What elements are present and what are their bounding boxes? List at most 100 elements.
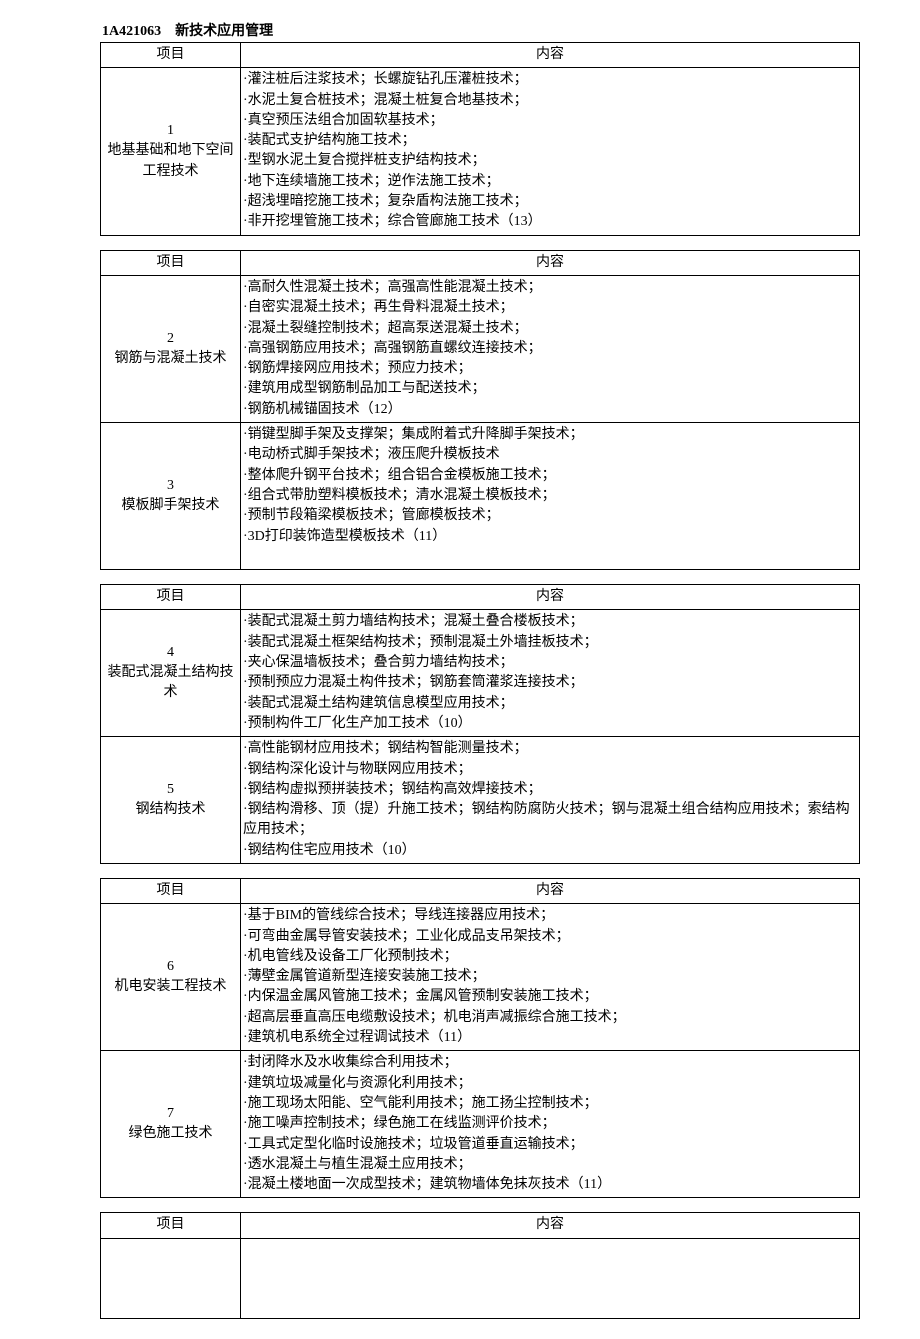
content-line: ·装配式混凝土结构建筑信息模型应用技术；: [243, 694, 855, 714]
content-line: ·施工现场太阳能、空气能利用技术；施工扬尘控制技术；: [243, 1094, 855, 1114]
project-cell: 7绿色施工技术: [101, 1051, 241, 1198]
project-number: 6: [105, 957, 236, 977]
table-row: 4装配式混凝土结构技术·装配式混凝土剪力墙结构技术；混凝土叠合楼板技术；·装配式…: [101, 610, 860, 737]
content-line: ·机电管线及设备工厂化预制技术；: [243, 947, 855, 967]
content-line: ·组合式带肋塑料模板技术；清水混凝土模板技术；: [243, 486, 855, 506]
content-line: ·钢筋焊接网应用技术；预应力技术；: [243, 359, 855, 379]
col-header-project: 项目: [101, 585, 241, 610]
col-header-project: 项目: [101, 250, 241, 275]
content-line: ·高强钢筋应用技术；高强钢筋直螺纹连接技术；: [243, 339, 855, 359]
project-cell: 2钢筋与混凝土技术: [101, 275, 241, 422]
content-line: ·建筑垃圾减量化与资源化利用技术；: [243, 1074, 855, 1094]
project-name: 绿色施工技术: [105, 1124, 236, 1144]
content-cell: ·基于BIM的管线综合技术；导线连接器应用技术；·可弯曲金属导管安装技术；工业化…: [241, 904, 860, 1051]
section-title: 1A421063 新技术应用管理: [100, 20, 860, 40]
content-line: ·水泥土复合桩技术；混凝土桩复合地基技术；: [243, 91, 855, 111]
content-line: ·预制预应力混凝土构件技术；钢筋套筒灌浆连接技术；: [243, 673, 855, 693]
table-row: 6机电安装工程技术·基于BIM的管线综合技术；导线连接器应用技术；·可弯曲金属导…: [101, 904, 860, 1051]
col-header-content: 内容: [241, 1213, 860, 1238]
content-line: ·预制构件工厂化生产加工技术（10）: [243, 714, 855, 734]
content-line: ·整体爬升钢平台技术；组合铝合金模板施工技术；: [243, 466, 855, 486]
content-line: ·钢筋机械锚固技术（12）: [243, 400, 855, 420]
project-number: 3: [105, 476, 236, 496]
project-number: 4: [105, 643, 236, 663]
table-row: 7绿色施工技术·封闭降水及水收集综合利用技术；·建筑垃圾减量化与资源化利用技术；…: [101, 1051, 860, 1198]
content-line: ·工具式定型化临时设施技术；垃圾管道垂直运输技术；: [243, 1135, 855, 1155]
content-line: ·建筑机电系统全过程调试技术（11）: [243, 1028, 855, 1048]
content-line: ·混凝土裂缝控制技术；超高泵送混凝土技术；: [243, 319, 855, 339]
data-table: 项目内容4装配式混凝土结构技术·装配式混凝土剪力墙结构技术；混凝土叠合楼板技术；…: [100, 584, 860, 864]
content-line: ·销键型脚手架及支撑架；集成附着式升降脚手架技术；: [243, 425, 855, 445]
project-cell: [101, 1238, 241, 1318]
content-line: ·混凝土楼地面一次成型技术；建筑物墙体免抹灰技术（11）: [243, 1175, 855, 1195]
project-name: 模板脚手架技术: [105, 496, 236, 516]
content-line: ·钢结构深化设计与物联网应用技术；: [243, 760, 855, 780]
content-line: ·高性能钢材应用技术；钢结构智能测量技术；: [243, 739, 855, 759]
content-line: ·装配式支护结构施工技术；: [243, 131, 855, 151]
project-cell: 1地基基础和地下空间工程技术: [101, 68, 241, 235]
project-number: 2: [105, 329, 236, 349]
table-row: [101, 1238, 860, 1318]
content-line: ·地下连续墙施工技术；逆作法施工技术；: [243, 172, 855, 192]
content-line: ·超高层垂直高压电缆敷设技术；机电消声减振综合施工技术；: [243, 1008, 855, 1028]
content-cell: [241, 1238, 860, 1318]
table-row: 2钢筋与混凝土技术·高耐久性混凝土技术；高强高性能混凝土技术；·自密实混凝土技术…: [101, 275, 860, 422]
data-table: 项目内容6机电安装工程技术·基于BIM的管线综合技术；导线连接器应用技术；·可弯…: [100, 878, 860, 1198]
content-line: ·建筑用成型钢筋制品加工与配送技术；: [243, 379, 855, 399]
content-line: ·封闭降水及水收集综合利用技术；: [243, 1053, 855, 1073]
project-name: 装配式混凝土结构技术: [105, 663, 236, 704]
content-line: ·钢结构住宅应用技术（10）: [243, 841, 855, 861]
project-name: 钢结构技术: [105, 800, 236, 820]
project-number: 1: [105, 121, 236, 141]
project-name: 钢筋与混凝土技术: [105, 349, 236, 369]
col-header-content: 内容: [241, 878, 860, 903]
content-line: ·非开挖埋管施工技术；综合管廊施工技术（13）: [243, 212, 855, 232]
content-cell: ·销键型脚手架及支撑架；集成附着式升降脚手架技术；·电动桥式脚手架技术；液压爬升…: [241, 423, 860, 570]
project-cell: 6机电安装工程技术: [101, 904, 241, 1051]
content-line: ·钢结构虚拟预拼装技术；钢结构高效焊接技术；: [243, 780, 855, 800]
table-row: 5钢结构技术·高性能钢材应用技术；钢结构智能测量技术；·钢结构深化设计与物联网应…: [101, 737, 860, 864]
content-line: [243, 547, 855, 567]
content-cell: ·灌注桩后注浆技术；长螺旋钻孔压灌桩技术；·水泥土复合桩技术；混凝土桩复合地基技…: [241, 68, 860, 235]
content-line: ·夹心保温墙板技术；叠合剪力墙结构技术；: [243, 653, 855, 673]
content-cell: ·封闭降水及水收集综合利用技术；·建筑垃圾减量化与资源化利用技术；·施工现场太阳…: [241, 1051, 860, 1198]
content-line: ·装配式混凝土框架结构技术；预制混凝土外墙挂板技术；: [243, 633, 855, 653]
col-header-content: 内容: [241, 250, 860, 275]
content-line: ·透水混凝土与植生混凝土应用技术；: [243, 1155, 855, 1175]
project-cell: 5钢结构技术: [101, 737, 241, 864]
content-line: ·真空预压法组合加固软基技术；: [243, 111, 855, 131]
data-table: 项目内容1地基基础和地下空间工程技术·灌注桩后注浆技术；长螺旋钻孔压灌桩技术；·…: [100, 42, 860, 236]
data-table: 项目内容: [100, 1212, 860, 1318]
project-cell: 4装配式混凝土结构技术: [101, 610, 241, 737]
content-line: ·超浅埋暗挖施工技术；复杂盾构法施工技术；: [243, 192, 855, 212]
project-name: 地基基础和地下空间工程技术: [105, 141, 236, 182]
content-line: ·可弯曲金属导管安装技术；工业化成品支吊架技术；: [243, 927, 855, 947]
project-number: 5: [105, 780, 236, 800]
table-row: 3模板脚手架技术·销键型脚手架及支撑架；集成附着式升降脚手架技术；·电动桥式脚手…: [101, 423, 860, 570]
tables-container: 项目内容1地基基础和地下空间工程技术·灌注桩后注浆技术；长螺旋钻孔压灌桩技术；·…: [100, 42, 860, 1319]
col-header-project: 项目: [101, 43, 241, 68]
col-header-content: 内容: [241, 43, 860, 68]
content-line: ·电动桥式脚手架技术；液压爬升模板技术: [243, 445, 855, 465]
content-cell: ·装配式混凝土剪力墙结构技术；混凝土叠合楼板技术；·装配式混凝土框架结构技术；预…: [241, 610, 860, 737]
content-line: ·预制节段箱梁模板技术；管廊模板技术；: [243, 506, 855, 526]
col-header-project: 项目: [101, 1213, 241, 1238]
content-line: ·型钢水泥土复合搅拌桩支护结构技术；: [243, 151, 855, 171]
project-cell: 3模板脚手架技术: [101, 423, 241, 570]
content-line: ·内保温金属风管施工技术；金属风管预制安装施工技术；: [243, 987, 855, 1007]
content-line: ·薄壁金属管道新型连接安装施工技术；: [243, 967, 855, 987]
content-line: ·自密实混凝土技术；再生骨料混凝土技术；: [243, 298, 855, 318]
table-row: 1地基基础和地下空间工程技术·灌注桩后注浆技术；长螺旋钻孔压灌桩技术；·水泥土复…: [101, 68, 860, 235]
content-line: ·灌注桩后注浆技术；长螺旋钻孔压灌桩技术；: [243, 70, 855, 90]
content-cell: ·高性能钢材应用技术；钢结构智能测量技术；·钢结构深化设计与物联网应用技术；·钢…: [241, 737, 860, 864]
content-line: ·基于BIM的管线综合技术；导线连接器应用技术；: [243, 906, 855, 926]
col-header-project: 项目: [101, 878, 241, 903]
content-line: ·高耐久性混凝土技术；高强高性能混凝土技术；: [243, 278, 855, 298]
content-line: ·3D打印装饰造型模板技术（11）: [243, 527, 855, 547]
project-name: 机电安装工程技术: [105, 977, 236, 997]
content-line: ·施工噪声控制技术；绿色施工在线监测评价技术；: [243, 1114, 855, 1134]
content-line: ·钢结构滑移、顶（提）升施工技术；钢结构防腐防火技术；钢与混凝土组合结构应用技术…: [243, 800, 855, 841]
content-line: ·装配式混凝土剪力墙结构技术；混凝土叠合楼板技术；: [243, 612, 855, 632]
col-header-content: 内容: [241, 585, 860, 610]
data-table: 项目内容2钢筋与混凝土技术·高耐久性混凝土技术；高强高性能混凝土技术；·自密实混…: [100, 250, 860, 570]
